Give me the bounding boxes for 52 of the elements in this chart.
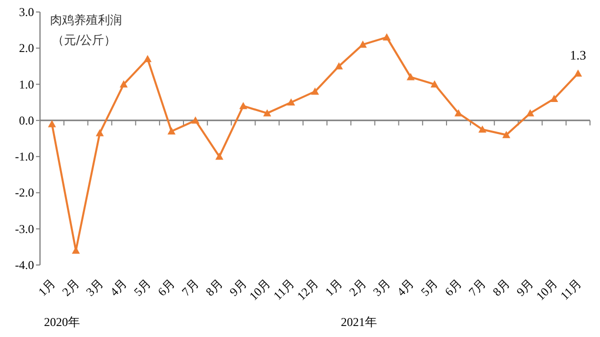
y-tick-label: 1.0 [19,77,34,92]
point [382,33,391,40]
point [239,102,248,110]
y-tick-label: -1.0 [15,150,34,164]
chart-title: 肉鸡养殖利润 [50,13,122,27]
y-tick-label: -3.0 [15,222,34,236]
x-tick-label: 1月 [322,276,346,299]
point [454,109,462,116]
x-tick-label: 4月 [394,276,417,299]
x-tick-label: 5月 [418,276,441,299]
point [311,88,319,95]
point [120,80,128,88]
x-tick-label: 7月 [178,276,202,299]
x-tick-label: 6月 [155,276,178,299]
point [574,69,582,77]
x-tick-label: 2月 [346,276,369,299]
point [430,80,439,88]
x-tick-label: 7月 [466,276,489,299]
y-tick-label: -4.0 [15,258,34,272]
point [358,40,367,48]
y-tick-label: 0.0 [19,113,34,128]
x-tick-label: 4月 [107,276,130,299]
point [263,109,272,116]
x-tick-label: 1月 [35,276,58,299]
point [215,152,224,160]
data-label: 1.3 [570,47,586,62]
x-tick-label: 11月 [558,276,584,303]
text: （元/公斤） [52,33,116,47]
y-tick-label: -2.0 [15,186,34,200]
x-tick-label: 3月 [83,276,106,299]
x-tick-label: 8月 [202,276,226,299]
point [502,130,510,138]
x-tick-label: 6月 [442,276,465,299]
point [168,127,176,134]
point [191,116,200,124]
point [550,94,558,102]
x-tick-label: 3月 [370,276,393,299]
point [96,129,104,136]
point [144,54,152,62]
y-tick-label: 3.0 [19,5,34,19]
y-tick-label: 2.0 [19,41,34,56]
x-tick-label: 2月 [59,276,82,299]
x-tick-label: 5月 [131,276,154,299]
point [526,109,534,116]
point [334,62,343,70]
text: 2021年 [340,315,377,329]
text: 2020年 [44,315,80,329]
x-tick-label: 8月 [490,276,512,299]
point [48,120,56,128]
point [406,73,415,80]
point [287,98,296,106]
point [478,125,486,133]
